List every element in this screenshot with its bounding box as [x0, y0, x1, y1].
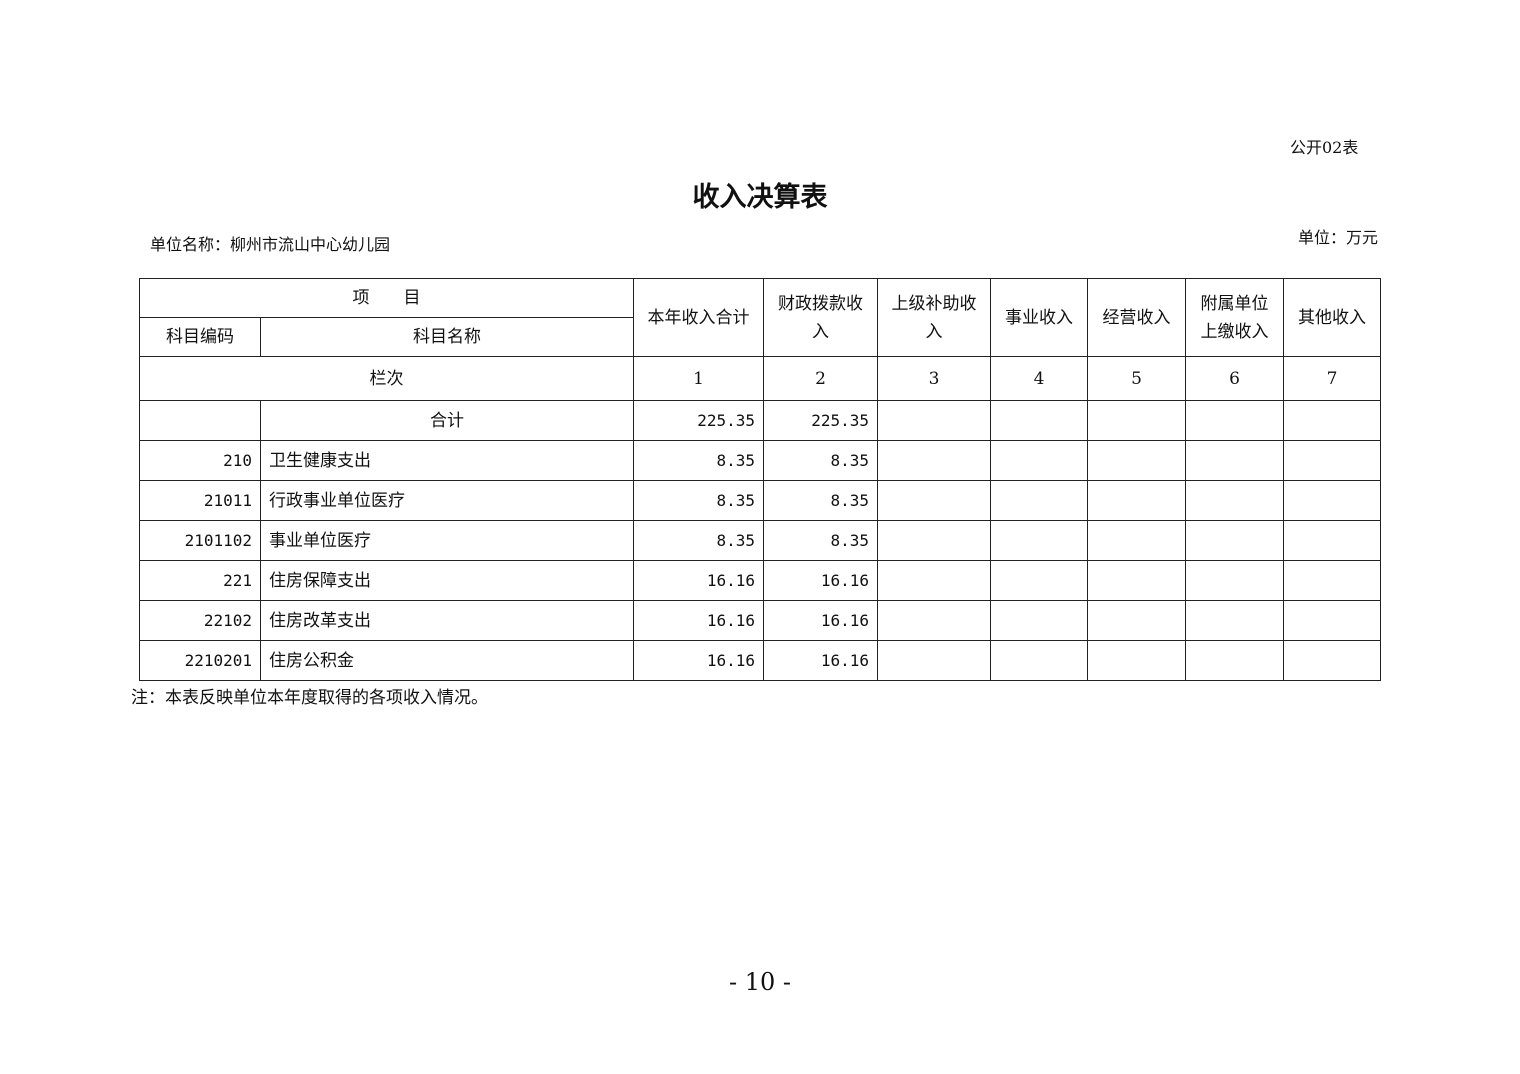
row-fiscal: 16.16: [763, 640, 878, 681]
empty-cell: [1283, 560, 1381, 601]
row-total: 8.35: [633, 520, 764, 561]
empty-cell: [1185, 440, 1284, 481]
row-code: 2210201: [139, 640, 261, 681]
empty-cell: [1185, 520, 1284, 561]
empty-cell: [990, 560, 1088, 601]
empty-cell: [1087, 600, 1186, 641]
header-col: 经营收入: [1087, 278, 1186, 357]
row-name: 住房公积金: [260, 640, 634, 681]
empty-cell: [877, 600, 991, 641]
empty-cell: [877, 480, 991, 521]
empty-cell: [1185, 400, 1284, 441]
col-num: 3: [877, 356, 991, 401]
empty-cell: [1087, 640, 1186, 681]
row-code: 21011: [139, 480, 261, 521]
empty-cell: [990, 520, 1088, 561]
empty-cell: [990, 480, 1088, 521]
header-code: 科目编码: [139, 317, 261, 357]
empty-cell: [1087, 440, 1186, 481]
row-name: 卫生健康支出: [260, 440, 634, 481]
empty-cell: [1087, 400, 1186, 441]
col-num: 6: [1185, 356, 1284, 401]
row-fiscal: 225.35: [763, 400, 878, 441]
header-col: 其他收入: [1283, 278, 1381, 357]
row-name: 住房保障支出: [260, 560, 634, 601]
row-total: 225.35: [633, 400, 764, 441]
table-row: 21011 行政事业单位医疗 8.35 8.35: [139, 480, 1381, 521]
empty-cell: [877, 560, 991, 601]
empty-cell: [1283, 480, 1381, 521]
empty-cell: [1185, 640, 1284, 681]
page-title: 收入决算表: [692, 182, 828, 213]
empty-cell: [1283, 440, 1381, 481]
row-name: 行政事业单位医疗: [260, 480, 634, 521]
col-num: 5: [1087, 356, 1186, 401]
unit-name: 单位名称：柳州市流山中心幼儿园: [150, 235, 391, 254]
table-row: 210 卫生健康支出 8.35 8.35: [139, 440, 1381, 481]
empty-cell: [1283, 400, 1381, 441]
empty-cell: [1283, 600, 1381, 641]
col-num: 4: [990, 356, 1088, 401]
unit-label: 单位：万元: [1298, 228, 1379, 247]
col-num: 1: [633, 356, 764, 401]
table-row: 合计 225.35 225.35: [139, 400, 1381, 441]
row-total: 16.16: [633, 640, 764, 681]
empty-cell: [1087, 560, 1186, 601]
col-num: 2: [763, 356, 878, 401]
empty-cell: [990, 400, 1088, 441]
row-total: 16.16: [633, 560, 764, 601]
header-name: 科目名称: [260, 317, 634, 357]
table-code: 公开02表: [1290, 138, 1359, 157]
empty-cell: [877, 400, 991, 441]
row-fiscal: 8.35: [763, 520, 878, 561]
table-row: 221 住房保障支出 16.16 16.16: [139, 560, 1381, 601]
header-col: 事业收入: [990, 278, 1088, 357]
row-total: 16.16: [633, 600, 764, 641]
table-row: 2210201 住房公积金 16.16 16.16: [139, 640, 1381, 681]
row-name: 住房改革支出: [260, 600, 634, 641]
row-total: 8.35: [633, 440, 764, 481]
table-row: 22102 住房改革支出 16.16 16.16: [139, 600, 1381, 641]
empty-cell: [877, 440, 991, 481]
empty-cell: [990, 640, 1088, 681]
row-code: 210: [139, 440, 261, 481]
header-col: 附属单位上缴收入: [1185, 278, 1284, 357]
empty-cell: [990, 440, 1088, 481]
row-label: 栏次: [139, 356, 634, 401]
row-code: 221: [139, 560, 261, 601]
row-fiscal: 8.35: [763, 440, 878, 481]
empty-cell: [877, 520, 991, 561]
empty-cell: [1185, 560, 1284, 601]
row-code: [139, 400, 261, 441]
empty-cell: [1087, 480, 1186, 521]
page-number: - 10 -: [728, 968, 791, 996]
row-code: 22102: [139, 600, 261, 641]
empty-cell: [1087, 520, 1186, 561]
header-col: 上级补助收入: [877, 278, 991, 357]
header-col: 本年收入合计: [633, 278, 764, 357]
table-row: 2101102 事业单位医疗 8.35 8.35: [139, 520, 1381, 561]
footnote: 注：本表反映单位本年度取得的各项收入情况。: [131, 688, 488, 708]
row-code: 2101102: [139, 520, 261, 561]
empty-cell: [877, 640, 991, 681]
empty-cell: [1283, 640, 1381, 681]
empty-cell: [990, 600, 1088, 641]
empty-cell: [1283, 520, 1381, 561]
row-fiscal: 8.35: [763, 480, 878, 521]
row-name: 事业单位医疗: [260, 520, 634, 561]
header-col: 财政拨款收入: [763, 278, 878, 357]
income-table: 项 目 本年收入合计 财政拨款收入 上级补助收入 事业收入 经营收入 附属单位上…: [139, 278, 1381, 681]
column-number-row: 栏次 1 2 3 4 5 6 7: [139, 356, 1381, 401]
empty-cell: [1185, 600, 1284, 641]
row-total: 8.35: [633, 480, 764, 521]
header-item: 项 目: [139, 278, 634, 318]
col-num: 7: [1283, 356, 1381, 401]
row-fiscal: 16.16: [763, 560, 878, 601]
row-fiscal: 16.16: [763, 600, 878, 641]
empty-cell: [1185, 480, 1284, 521]
row-name: 合计: [260, 400, 634, 441]
